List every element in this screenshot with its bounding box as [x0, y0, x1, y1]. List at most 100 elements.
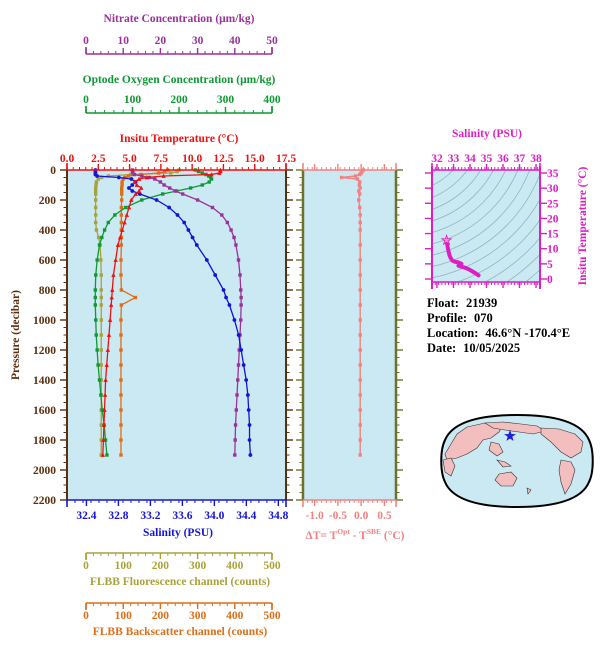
svg-text:35: 35 — [481, 153, 493, 165]
svg-text:5.0: 5.0 — [122, 153, 137, 165]
svg-text:300: 300 — [189, 610, 207, 622]
map-landmass — [540, 427, 584, 459]
ruler-nitrate: 0 10 20 30 40 50 — [83, 35, 278, 55]
ts-frame: 32 33 34 35 36 37 38 0 5 10 15 20 25 30 35 — [425, 153, 559, 289]
ruler-fluorescence: 0 100 200 300 400 500 — [83, 552, 281, 572]
svg-text:-0.5: -0.5 — [329, 510, 347, 522]
svg-text:30: 30 — [547, 183, 559, 195]
svg-text:34.8: 34.8 — [268, 510, 288, 522]
svg-text:100: 100 — [124, 94, 142, 106]
map-landmass — [558, 459, 576, 495]
svg-text:35: 35 — [547, 168, 559, 180]
map-landmass — [444, 422, 504, 461]
svg-text:1000: 1000 — [33, 315, 56, 327]
nitrate-axis-title: Nitrate Concentration (μm/kg) — [103, 13, 255, 25]
world-map — [440, 413, 594, 509]
svg-text:2.5: 2.5 — [91, 153, 106, 165]
fluorescence-axis-title: FLBB Fluorescence channel (counts) — [89, 576, 271, 588]
svg-text:500: 500 — [263, 610, 281, 622]
svg-text:32.4: 32.4 — [76, 510, 96, 522]
location-label: Location: — [427, 326, 479, 340]
svg-text:2000: 2000 — [33, 465, 56, 477]
svg-text:0: 0 — [547, 274, 553, 286]
svg-text:1400: 1400 — [33, 375, 56, 387]
date-label: Date: — [427, 341, 457, 355]
svg-text:600: 600 — [39, 255, 57, 267]
ruler-oxygen: 0 100 200 300 400 — [83, 94, 281, 114]
profile-salinity — [93, 168, 253, 457]
svg-text:400: 400 — [39, 225, 57, 237]
svg-text:200: 200 — [152, 560, 170, 572]
ruler-backscatter: 0 100 200 300 400 500 — [83, 602, 281, 622]
location-line: Location: 46.6°N -170.4°E — [427, 326, 570, 341]
svg-text:0: 0 — [50, 165, 56, 177]
svg-text:10.0: 10.0 — [182, 153, 202, 165]
svg-text:12.5: 12.5 — [213, 153, 233, 165]
svg-text:300: 300 — [217, 94, 235, 106]
map-landmass — [442, 457, 456, 477]
svg-text:0: 0 — [83, 610, 89, 622]
delta-t-axis-title: ΔT= TOpt - TSBE (°C) — [305, 527, 405, 542]
svg-text:33.2: 33.2 — [140, 510, 160, 522]
svg-text:30: 30 — [192, 35, 204, 47]
svg-text:36: 36 — [497, 153, 509, 165]
ts-salinity-axis-title: Salinity (PSU) — [452, 128, 522, 140]
svg-text:0: 0 — [83, 35, 89, 47]
svg-text:0.0: 0.0 — [354, 510, 369, 522]
svg-text:15: 15 — [547, 229, 559, 241]
svg-text:200: 200 — [39, 195, 57, 207]
svg-text:15.0: 15.0 — [245, 153, 265, 165]
svg-text:1200: 1200 — [33, 345, 56, 357]
pressure-axis-title: Pressure (decibar) — [10, 290, 22, 380]
svg-text:-1.0: -1.0 — [306, 510, 324, 522]
svg-text:5: 5 — [547, 259, 553, 271]
map-landmass — [484, 421, 546, 435]
map-landmass — [496, 459, 512, 468]
temperature-difference-frame: -1.0 -0.5 0.0 0.5 — [296, 163, 403, 522]
svg-text:400: 400 — [263, 94, 281, 106]
svg-text:33.6: 33.6 — [172, 510, 192, 522]
profile-value: 070 — [474, 311, 493, 325]
temperature-axis-title: Insitu Temperature (°C) — [119, 133, 239, 145]
location-value: 46.6°N -170.4°E — [485, 326, 571, 340]
svg-text:0.5: 0.5 — [377, 510, 392, 522]
date-value: 10/05/2025 — [463, 341, 521, 355]
ts-diagram-panel — [432, 170, 540, 282]
svg-text:20: 20 — [155, 35, 167, 47]
svg-text:34: 34 — [464, 153, 476, 165]
map-landmass — [494, 471, 518, 487]
float-location-star — [504, 429, 516, 441]
depth-profiles-frame: 0 200 400 600 800 1000 1200 1400 1600 1800 2000 220… — [33, 153, 296, 522]
svg-text:20: 20 — [547, 213, 559, 225]
ts-curve — [440, 233, 481, 278]
svg-text:17.5: 17.5 — [276, 153, 296, 165]
svg-text:400: 400 — [226, 560, 244, 572]
svg-text:33: 33 — [448, 153, 460, 165]
backscatter-axis-title: FLBB Backscatter channel (counts) — [92, 626, 268, 638]
svg-text:1600: 1600 — [33, 405, 56, 417]
map-landmass — [526, 487, 532, 495]
svg-text:10: 10 — [117, 35, 129, 47]
svg-text:0: 0 — [83, 94, 89, 106]
svg-text:34.4: 34.4 — [236, 510, 256, 522]
svg-text:34.0: 34.0 — [204, 510, 224, 522]
svg-text:100: 100 — [115, 610, 133, 622]
svg-text:400: 400 — [226, 610, 244, 622]
float-label: Float: — [427, 296, 459, 310]
svg-text:2200: 2200 — [33, 495, 56, 507]
oxygen-axis-title: Optode Oxygen Concentration (μm/kg) — [82, 74, 276, 86]
svg-text:50: 50 — [266, 35, 278, 47]
svg-text:300: 300 — [189, 560, 207, 572]
profile-number-line: Profile: 070 — [427, 311, 493, 326]
svg-text:100: 100 — [115, 560, 133, 572]
svg-text:200: 200 — [152, 610, 170, 622]
svg-text:32: 32 — [431, 153, 443, 165]
svg-text:7.5: 7.5 — [154, 153, 169, 165]
float-id-line: Float: 21939 — [427, 296, 497, 311]
date-line: Date: 10/05/2025 — [427, 341, 520, 356]
svg-text:40: 40 — [229, 35, 241, 47]
profile-temperature — [100, 167, 223, 457]
svg-text:0.0: 0.0 — [60, 153, 75, 165]
